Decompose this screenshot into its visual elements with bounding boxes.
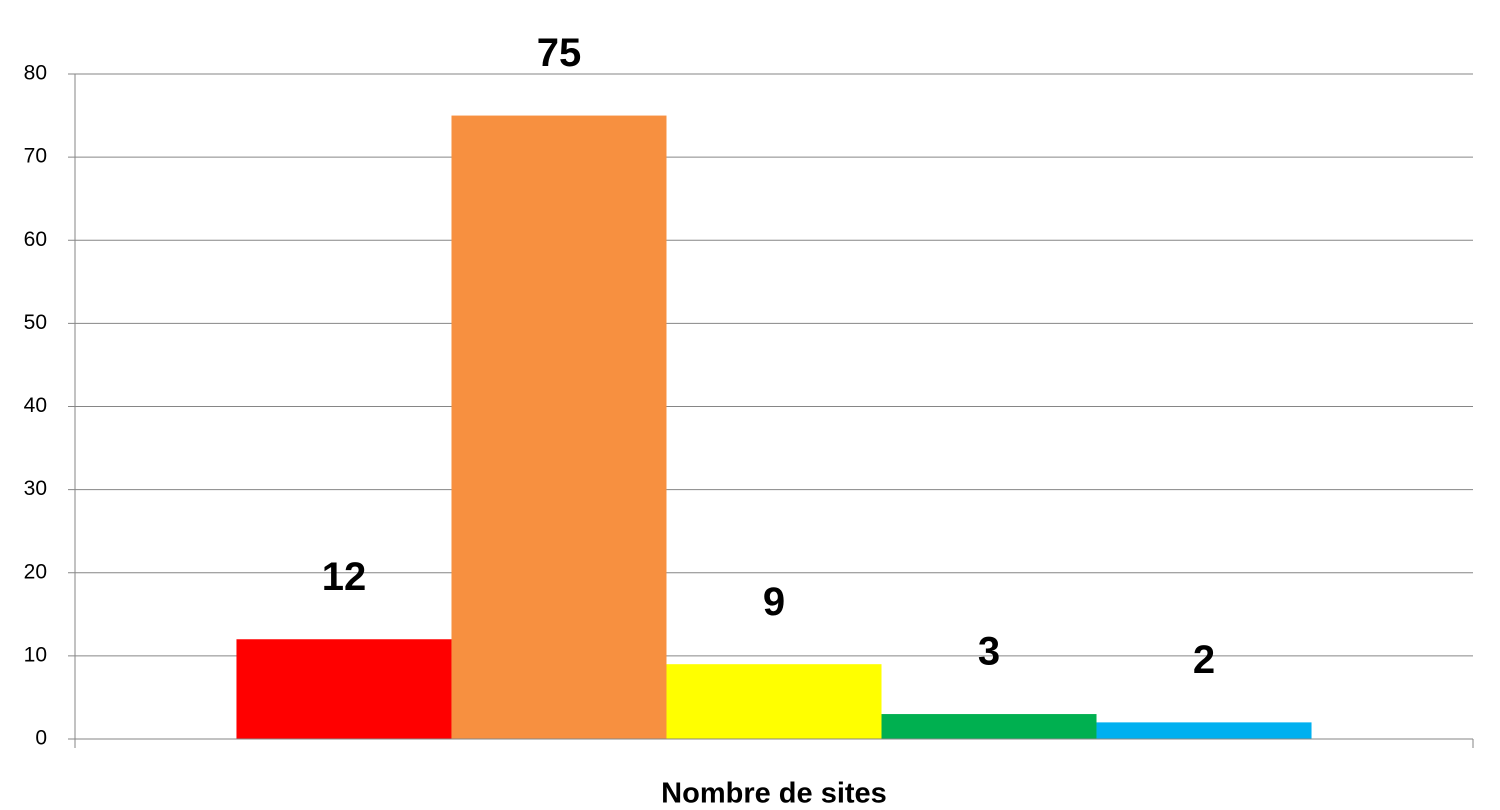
y-tick-label: 80 xyxy=(24,62,47,85)
data-label: 2 xyxy=(1193,638,1215,682)
y-tick-label: 20 xyxy=(24,560,47,583)
bar xyxy=(236,639,452,739)
y-tick-label: 0 xyxy=(35,727,47,750)
data-label: 75 xyxy=(537,31,582,75)
bar xyxy=(451,115,667,739)
data-label: 9 xyxy=(763,580,785,624)
bar xyxy=(881,714,1097,739)
y-tick-label: 50 xyxy=(24,311,47,334)
x-tick-label: Nombre de sites xyxy=(661,778,887,810)
data-label: 12 xyxy=(322,555,367,599)
y-tick-label: 60 xyxy=(24,228,47,251)
y-tick-label: 70 xyxy=(24,145,47,168)
bar xyxy=(666,664,882,739)
y-tick-label: 10 xyxy=(24,643,47,666)
y-tick-label: 40 xyxy=(24,394,47,417)
y-tick-label: 30 xyxy=(24,477,47,500)
bar xyxy=(1096,722,1312,739)
data-label: 3 xyxy=(978,630,1000,674)
